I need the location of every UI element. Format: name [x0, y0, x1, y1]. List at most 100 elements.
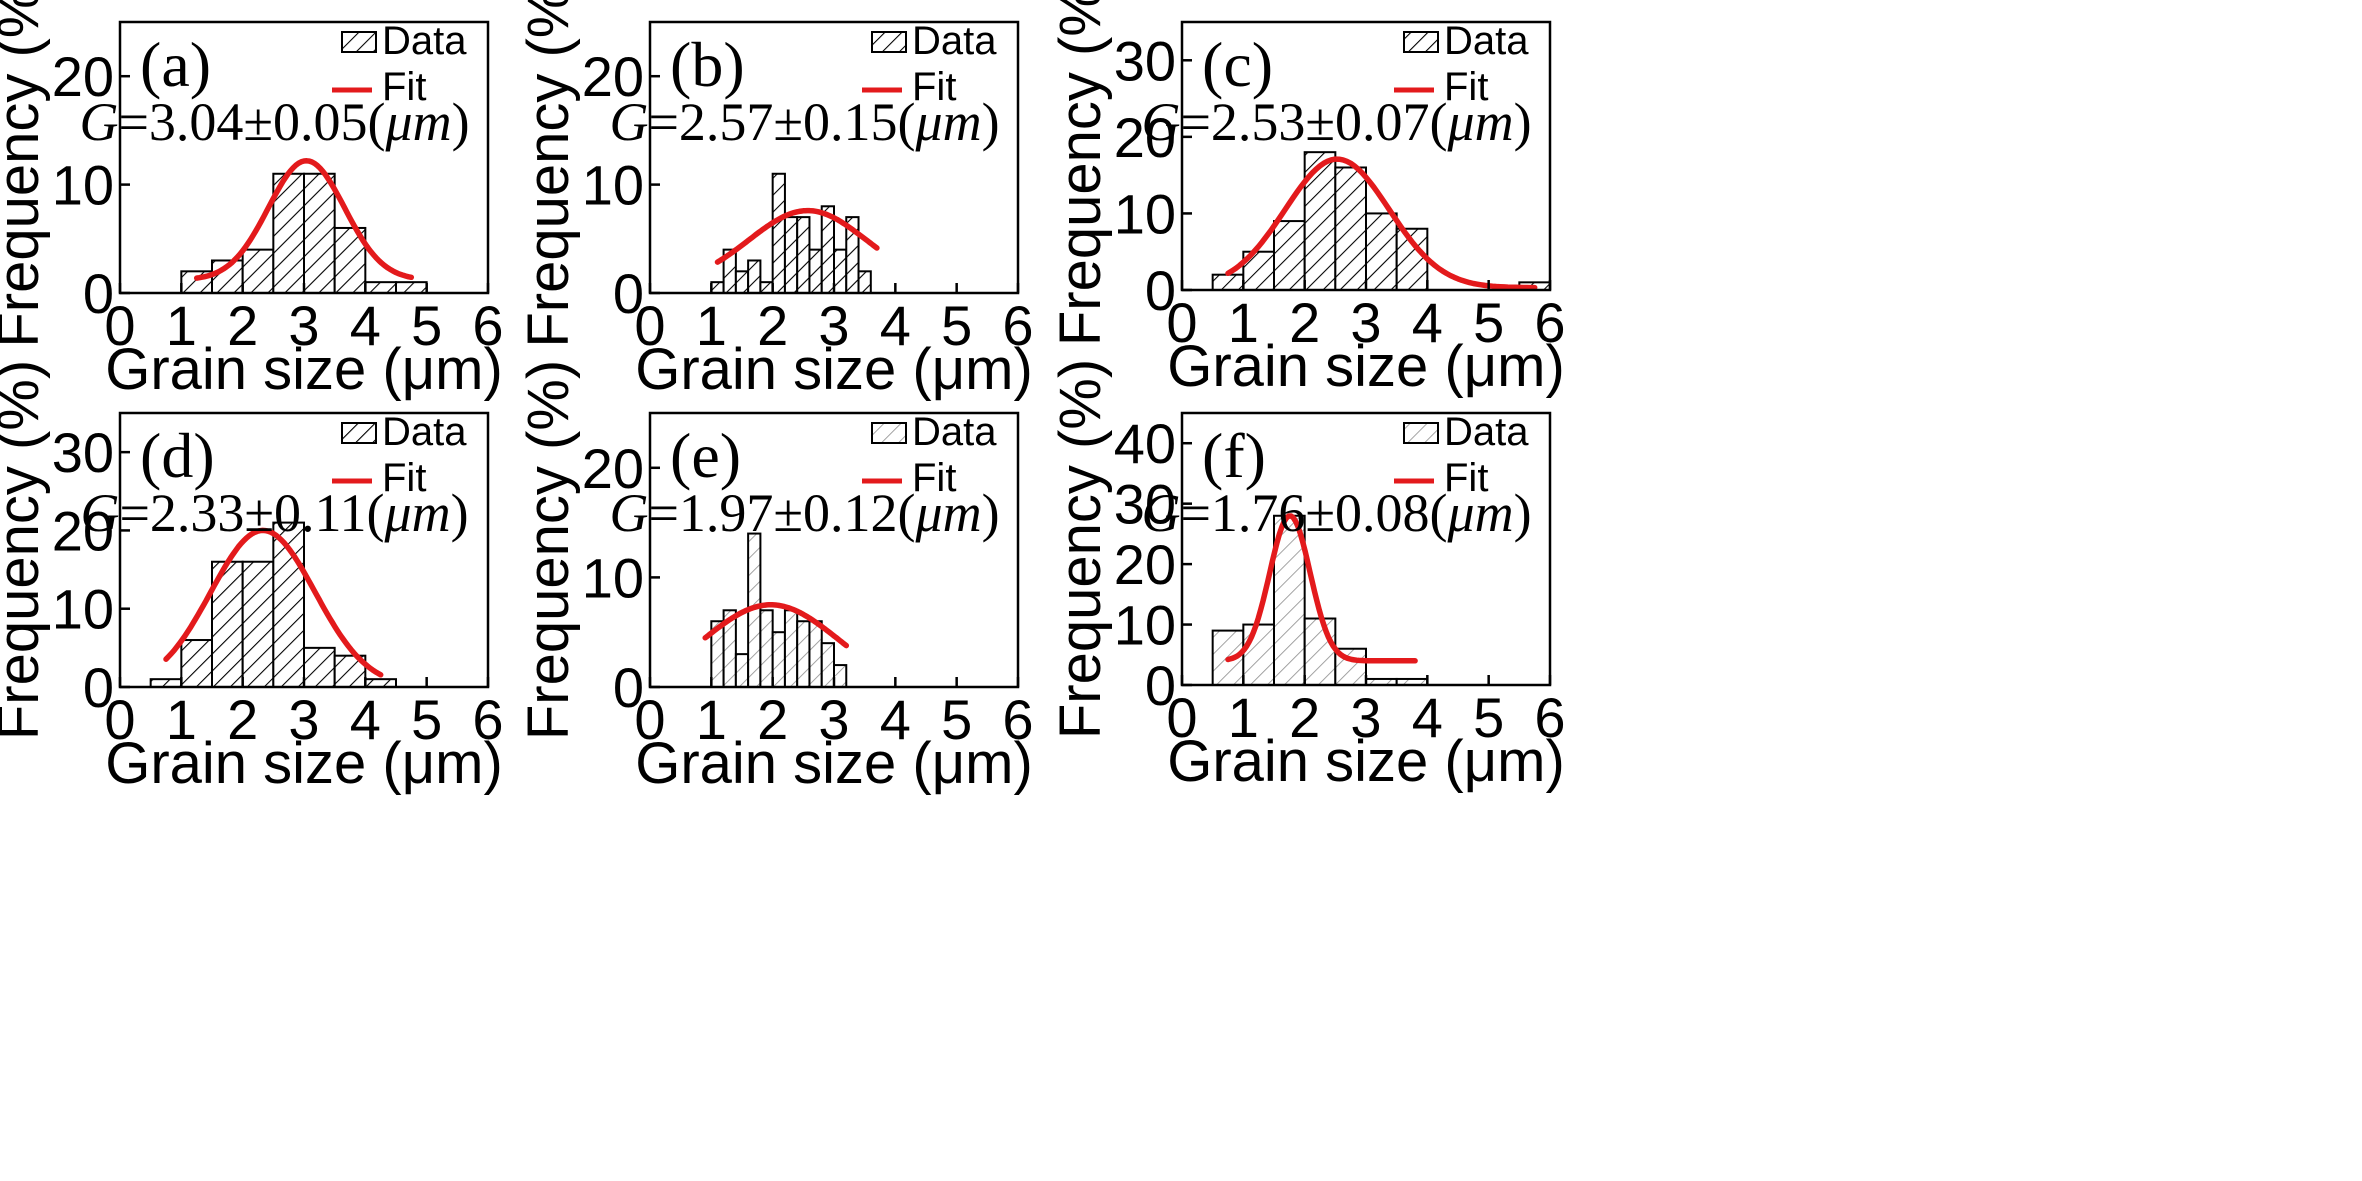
histogram-bar	[820, 642, 836, 688]
y-tick-label: 0	[83, 262, 114, 325]
annotation-part: =1.97±0.12(	[648, 483, 915, 543]
y-tick-label: 30	[52, 421, 114, 484]
fit-curve	[193, 158, 415, 281]
x-tick-label: 4	[350, 688, 381, 751]
histogram-bar	[734, 270, 750, 295]
histogram-bar	[783, 216, 799, 294]
legend-data-swatch	[341, 422, 377, 444]
histogram-bar	[241, 560, 275, 688]
histogram-bar	[771, 631, 786, 689]
x-tick-label: 3	[818, 294, 849, 357]
x-tick-label: 1	[696, 294, 727, 357]
histogram-bar	[1365, 212, 1398, 291]
legend-data-label: Data	[912, 410, 997, 454]
x-tick-label: 5	[941, 294, 972, 357]
histogram-bar	[734, 653, 750, 688]
x-axis-title: Grain size (μm)	[105, 731, 503, 796]
panel-label: (c)	[1202, 29, 1273, 100]
y-tick-label: 20	[52, 45, 114, 108]
panel-b: 0 1 2 3 4 5 6 0 10 20 Grain size (μm) Frequency (%)…	[516, 0, 1034, 402]
annotation-part: G	[609, 483, 648, 543]
x-tick-label: 0	[634, 688, 665, 751]
x-tick-label: 2	[757, 688, 788, 751]
annotation-part: G	[79, 92, 118, 152]
fit-curve	[714, 207, 880, 265]
annotation-part: =1.76±0.08(	[1180, 483, 1447, 543]
x-tick-label: 3	[818, 688, 849, 751]
y-tick-label: 20	[1114, 106, 1176, 169]
annotation-part: )	[1514, 483, 1532, 543]
histogram-bar	[364, 281, 398, 295]
legend-data-label: Data	[382, 410, 467, 454]
y-tick-label: 0	[1145, 654, 1176, 717]
histogram-bar	[180, 639, 213, 688]
histogram-bar	[796, 620, 811, 688]
x-tick-label: 0	[634, 294, 665, 357]
x-axis-title: Grain size (μm)	[635, 337, 1033, 402]
legend-fit-label: Fit	[912, 456, 956, 500]
y-axis-title: Frequency (%)	[0, 0, 51, 348]
y-axis-title: Frequency (%)	[0, 360, 51, 740]
x-tick-label: 5	[1473, 291, 1504, 354]
y-tick-label: 20	[1114, 533, 1176, 596]
annotation-part: )	[982, 483, 1000, 543]
x-tick-label: 0	[1166, 291, 1197, 354]
x-tick-label: 6	[1534, 291, 1565, 354]
histogram-bar	[857, 270, 872, 295]
x-tick-label: 6	[1002, 688, 1033, 751]
histogram-bar	[747, 259, 762, 295]
y-tick-label: 10	[52, 154, 114, 217]
x-tick-label: 2	[757, 294, 788, 357]
histogram-bar	[1334, 166, 1368, 291]
y-tick-label: 10	[582, 154, 644, 217]
x-tick-label: 4	[1412, 686, 1443, 749]
fit-curve	[1225, 513, 1418, 664]
histogram-bar	[303, 646, 336, 688]
y-tick-label: 20	[582, 45, 644, 108]
y-axis-title: Frequency (%)	[516, 0, 581, 348]
x-tick-label: 2	[1289, 291, 1320, 354]
x-tick-label: 3	[1350, 291, 1381, 354]
legend-data-swatch	[1403, 31, 1439, 53]
histogram-bar	[759, 609, 774, 689]
y-tick-label: 0	[613, 262, 644, 325]
legend-data-label: Data	[1444, 19, 1529, 63]
fit-curve	[1225, 156, 1538, 291]
mean-grain-size-annotation: G=1.76±0.08(μm)	[1141, 483, 1531, 543]
legend-data-label: Data	[912, 19, 997, 63]
panel-label: (b)	[670, 29, 745, 100]
x-tick-label: 6	[472, 688, 503, 751]
annotation-part: G	[609, 92, 648, 152]
histogram-bar	[241, 248, 275, 294]
x-tick-label: 4	[1412, 291, 1443, 354]
legend-fit-label: Fit	[1444, 456, 1488, 500]
mean-grain-size-annotation: G=2.53±0.07(μm)	[1141, 92, 1531, 152]
x-tick-label: 1	[1228, 686, 1259, 749]
annotation-part: μm	[384, 483, 451, 543]
panel-label: (a)	[140, 29, 211, 100]
panel-label: (e)	[670, 420, 741, 491]
x-tick-label: 6	[1002, 294, 1033, 357]
legend-data-swatch	[341, 31, 377, 53]
histogram-bar	[1303, 617, 1337, 686]
annotation-part: )	[452, 92, 470, 152]
x-tick-label: 0	[1166, 686, 1197, 749]
mean-grain-size-annotation: G=3.04±0.05(μm)	[79, 92, 469, 152]
y-tick-label: 30	[1114, 29, 1176, 92]
x-tick-label: 5	[411, 294, 442, 357]
x-tick-label: 5	[411, 688, 442, 751]
annotation-part: =2.33±0.11(	[119, 483, 384, 543]
annotation-part: μm	[1447, 92, 1514, 152]
histogram-bar	[303, 172, 336, 294]
histogram-bar	[710, 281, 725, 295]
fit-curve	[163, 527, 384, 678]
panel-e: 0 1 2 3 4 5 6 0 10 20 Grain size (μm) Frequency (%)…	[516, 360, 1034, 796]
x-axis-title: Grain size (μm)	[635, 731, 1033, 796]
histogram-bar	[395, 281, 428, 295]
x-tick-label: 4	[880, 294, 911, 357]
mean-grain-size-annotation: G=1.97±0.12(μm)	[609, 483, 999, 543]
y-tick-label: 30	[1114, 473, 1176, 536]
annotation-part: G	[1141, 483, 1180, 543]
